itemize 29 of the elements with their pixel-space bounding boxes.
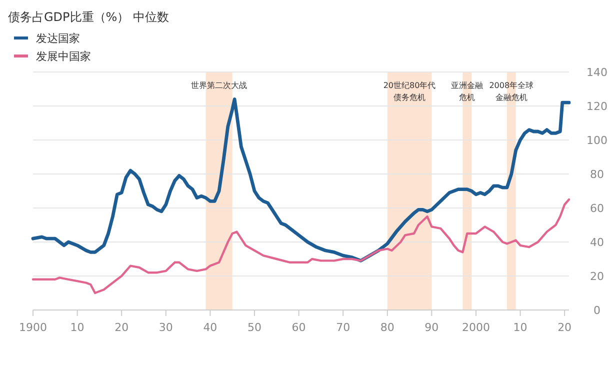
- band-label: 亚洲金融危机: [451, 81, 484, 102]
- line-series: [32, 198, 570, 294]
- y-tick-label: 20: [590, 270, 604, 283]
- x-tick-label: 30: [158, 321, 173, 334]
- x-tick-label: 1900: [19, 321, 47, 334]
- band-label: 20世纪80年代债务危机: [383, 81, 436, 102]
- x-tick-label: 40: [203, 321, 218, 334]
- legend-label: 发达国家: [36, 32, 80, 45]
- x-tick-label: 80: [380, 321, 394, 334]
- x-tick-label: 60: [292, 321, 306, 334]
- x-tick-label: 70: [336, 321, 350, 334]
- x-tick-label: 50: [247, 321, 262, 334]
- legend-label: 发展中国家: [36, 50, 91, 63]
- y-tick-label: 40: [590, 236, 604, 249]
- x-tick-label: 10: [70, 321, 84, 334]
- y-tick-label: 120: [586, 100, 608, 113]
- y-tick-label: 100: [586, 134, 608, 147]
- band-label: 2008年全球金融危机: [489, 81, 534, 102]
- x-tick-label: 20: [114, 321, 129, 334]
- x-tick-label: 20: [558, 321, 572, 334]
- y-tick-label: 140: [586, 66, 608, 79]
- y-tick-label: 0: [594, 304, 600, 317]
- x-tick-label: 10: [513, 321, 528, 334]
- x-tick-label: 2000: [462, 321, 490, 334]
- y-tick-label: 60: [590, 202, 604, 215]
- chart-title: 债务占GDP比重（%） 中位数: [8, 10, 169, 24]
- band-label: 世界第二次大战: [191, 81, 248, 90]
- y-tick-label: 80: [590, 168, 604, 181]
- x-tick-label: 90: [424, 321, 439, 334]
